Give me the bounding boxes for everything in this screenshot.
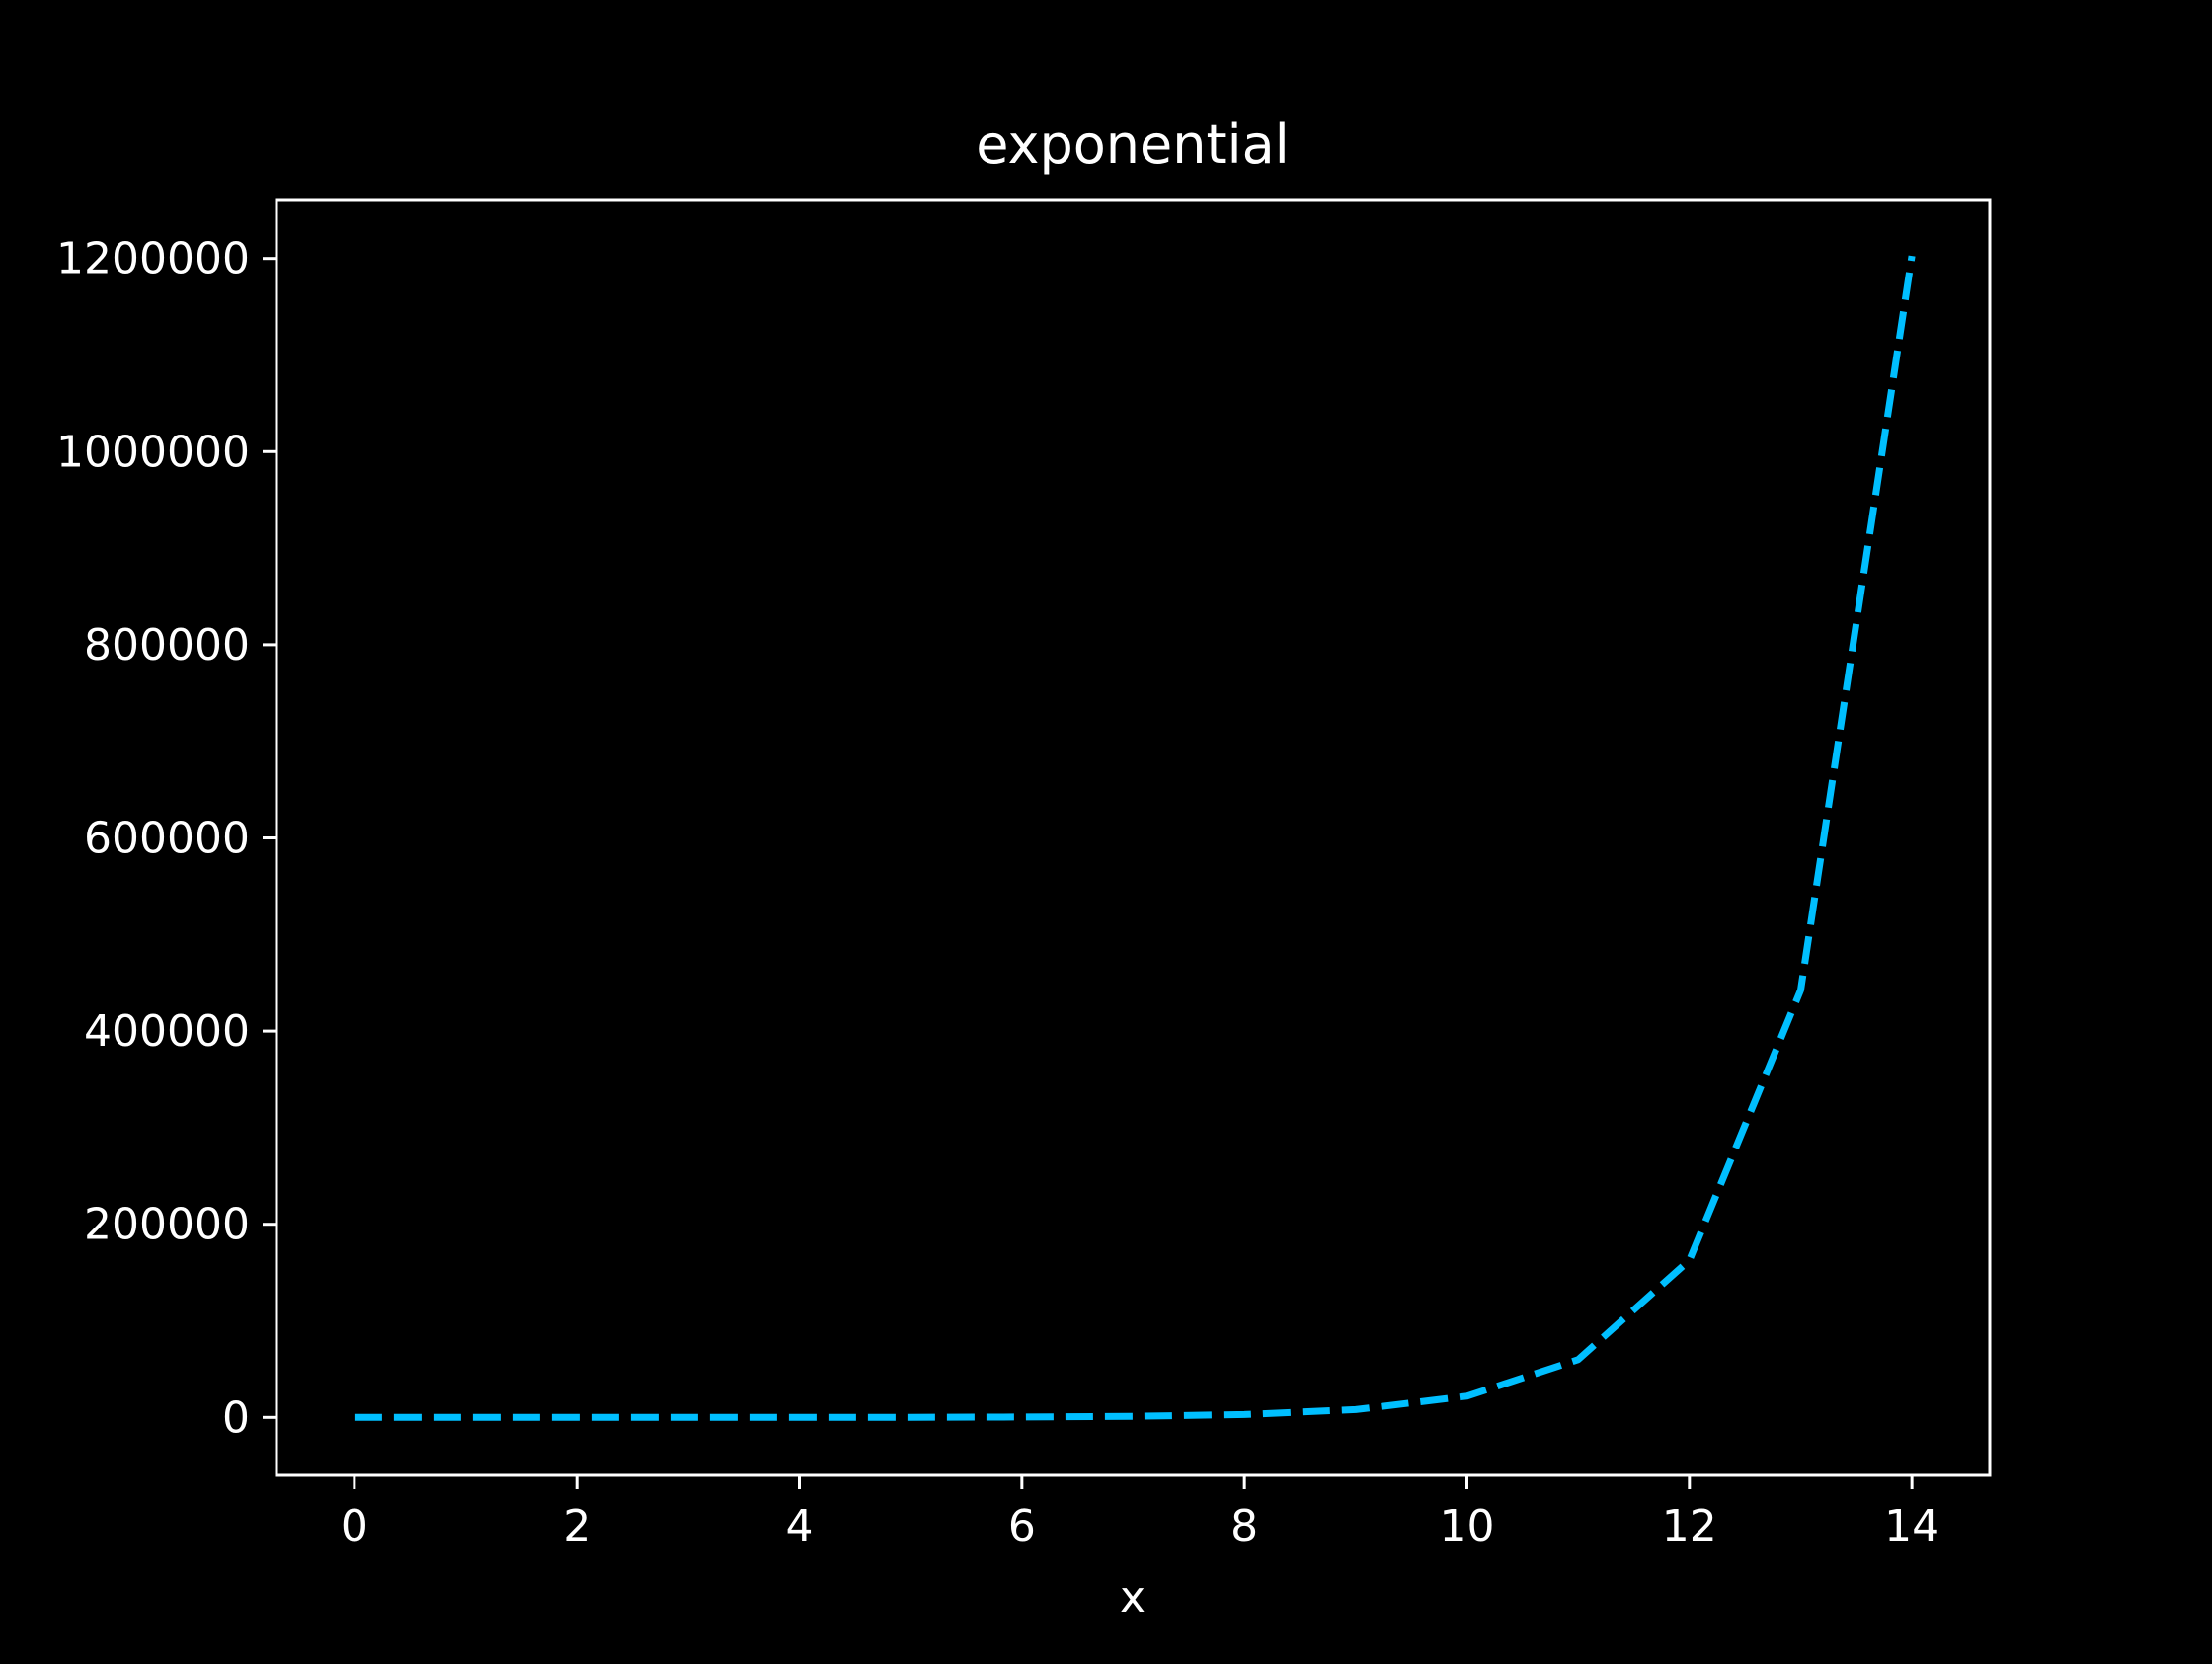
y-tick-label: 1000000 bbox=[56, 427, 250, 477]
x-tick-label: 14 bbox=[1884, 1501, 1939, 1551]
x-axis-label: x bbox=[1120, 1572, 1146, 1623]
y-axis-ticks: 0 200000 400000 600000 800000 1000000 1200000 bbox=[56, 234, 276, 1443]
x-tick-label: 12 bbox=[1662, 1501, 1717, 1551]
y-tick-label: 400000 bbox=[84, 1006, 250, 1057]
data-point bbox=[1911, 255, 1913, 257]
x-tick-label: 4 bbox=[786, 1501, 814, 1551]
y-tick-label: 0 bbox=[222, 1392, 250, 1443]
y-tick-label: 1200000 bbox=[56, 234, 250, 284]
data-point bbox=[1355, 1408, 1357, 1410]
data-point bbox=[1577, 1359, 1579, 1361]
data-point bbox=[1243, 1413, 1245, 1415]
data-point bbox=[1800, 990, 1802, 991]
data-point bbox=[687, 1416, 689, 1418]
data-point bbox=[909, 1416, 911, 1418]
data-point bbox=[1466, 1395, 1468, 1397]
x-tick-label: 8 bbox=[1230, 1501, 1258, 1551]
plot-area-frame bbox=[275, 198, 1992, 1477]
y-tick-label: 800000 bbox=[84, 620, 250, 671]
y-tick-label: 600000 bbox=[84, 814, 250, 864]
x-tick-label: 10 bbox=[1439, 1501, 1494, 1551]
x-axis-ticks: 0 2 4 6 8 10 12 14 bbox=[341, 1475, 1939, 1551]
x-tick-label: 2 bbox=[563, 1501, 591, 1551]
series-layer bbox=[354, 255, 1916, 1421]
data-point bbox=[1021, 1416, 1023, 1418]
x-tick-label: 6 bbox=[1008, 1501, 1036, 1551]
data-point bbox=[799, 1416, 801, 1418]
data-point bbox=[1133, 1415, 1135, 1417]
data-point bbox=[576, 1416, 578, 1418]
series-line bbox=[354, 255, 1916, 1421]
chart-title: exponential bbox=[976, 114, 1290, 176]
data-point bbox=[465, 1416, 467, 1418]
data-point bbox=[354, 1416, 356, 1418]
data-point bbox=[1689, 1259, 1691, 1261]
x-tick-label: 0 bbox=[341, 1501, 368, 1551]
y-tick-label: 200000 bbox=[84, 1200, 250, 1250]
